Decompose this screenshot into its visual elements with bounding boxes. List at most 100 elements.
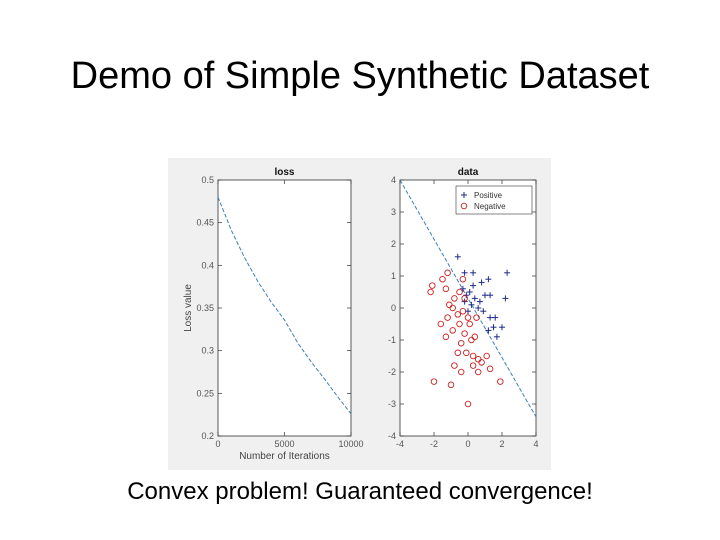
negative-point [446, 301, 453, 309]
y-tick-label: 0.2 [201, 431, 214, 441]
negative-point [457, 339, 465, 347]
x-axis-label: Number of Iterations [239, 451, 330, 462]
legend-marker-positive [461, 192, 467, 198]
positive-point [468, 301, 475, 308]
positive-point [490, 324, 497, 331]
negative-point [444, 269, 451, 277]
negative-point [449, 327, 456, 334]
slide-title: Demo of Simple Synthetic Dataset [70, 55, 650, 97]
negative-point [427, 288, 434, 296]
y-tick-label: 2 [391, 239, 396, 249]
negative-point [468, 336, 475, 344]
plot-area-2 [399, 179, 537, 437]
negative-point [461, 330, 468, 337]
negative-point [483, 352, 490, 360]
negative-point [473, 314, 480, 321]
positive-point [470, 282, 477, 289]
negative-point [430, 378, 438, 385]
positive-point [485, 276, 492, 283]
y-tick-label: 0.4 [201, 260, 214, 270]
positive-point [466, 289, 473, 295]
negative-point [444, 314, 451, 321]
positive-point [482, 292, 488, 299]
legend-box [455, 185, 533, 215]
negative-point [451, 362, 458, 369]
negative-point [437, 320, 445, 328]
y-tick-label: 0.35 [196, 303, 214, 313]
legend-label: Positive [474, 191, 503, 200]
x-tick-label: 4 [533, 439, 538, 449]
decision-boundary-line [399, 179, 537, 418]
positive-point [476, 298, 483, 305]
positive-point [504, 269, 511, 276]
y-tick-label: -1 [388, 335, 396, 345]
y-tick-label: -4 [388, 431, 396, 441]
negative-point [471, 333, 479, 341]
negative-point [464, 314, 472, 321]
legend-label: Negative [474, 202, 506, 211]
chart-title: data [458, 167, 479, 178]
negative-point [454, 349, 462, 357]
slide-caption: Convex problem! Guaranteed convergence! [127, 478, 593, 505]
negative-point [463, 349, 470, 357]
positive-point [459, 285, 466, 292]
positive-point [480, 308, 487, 315]
negative-point [497, 378, 504, 385]
negative-point [429, 282, 436, 289]
negative-point [454, 311, 462, 318]
x-tick-label: 0 [215, 439, 220, 449]
negative-point [456, 288, 463, 296]
loss-series-line [217, 196, 352, 415]
x-tick-label: -4 [396, 439, 404, 449]
negative-point [464, 400, 472, 408]
positive-point [499, 324, 505, 331]
positive-point [502, 295, 509, 302]
chart-title: loss [274, 167, 294, 178]
positive-point [487, 292, 494, 299]
figure-panel: loss 0 5000 10000 0.2 0.25 0.3 0.35 0.4 0.45 0.5 Nu… [168, 158, 551, 470]
positive-point [478, 279, 485, 286]
negative-point [442, 285, 450, 293]
positive-point [475, 305, 482, 311]
negative-point [469, 352, 477, 360]
y-tick-label: -2 [388, 367, 396, 377]
negative-point [459, 307, 467, 315]
y-tick-label: 1 [391, 271, 396, 281]
positive-point [492, 314, 499, 321]
y-tick-label: 0.25 [196, 388, 214, 398]
y-tick-label: 0.45 [196, 218, 214, 228]
y-axis-label: Loss value [183, 284, 194, 332]
legend-marker-negative [460, 202, 468, 210]
y-tick-label: 0 [391, 303, 396, 313]
positive-point [487, 314, 494, 321]
negative-point [457, 368, 465, 376]
figure-svg: loss 0 5000 10000 0.2 0.25 0.3 0.35 0.4 0.45 0.5 Nu… [183, 167, 539, 462]
negative-point [447, 381, 455, 389]
y-tick-label: 0.5 [201, 175, 214, 185]
y-tick-label: 4 [391, 175, 396, 185]
negative-point [474, 368, 482, 376]
negative-point [461, 295, 468, 302]
negative-point [478, 359, 485, 366]
positive-point [485, 327, 492, 334]
negative-point [456, 320, 463, 328]
positive-point [454, 253, 461, 260]
negative-point [466, 320, 473, 328]
x-tick-label: 10000 [338, 439, 363, 449]
negative-point [486, 365, 494, 373]
negative-point [451, 295, 458, 302]
x-tick-label: 2 [499, 439, 504, 449]
plot-area-1 [217, 179, 352, 437]
negative-point [459, 275, 467, 283]
x-tick-label: 5000 [274, 439, 294, 449]
y-tick-label: 0.3 [201, 346, 214, 356]
x-tick-label: 0 [465, 439, 470, 449]
negative-point [449, 304, 456, 312]
positive-point [493, 333, 500, 340]
negative-point [474, 355, 482, 363]
negative-point [442, 333, 450, 341]
x-tick-label: -2 [430, 439, 438, 449]
positive-point [471, 295, 478, 302]
y-tick-label: 3 [391, 207, 396, 217]
negative-point [469, 362, 477, 369]
